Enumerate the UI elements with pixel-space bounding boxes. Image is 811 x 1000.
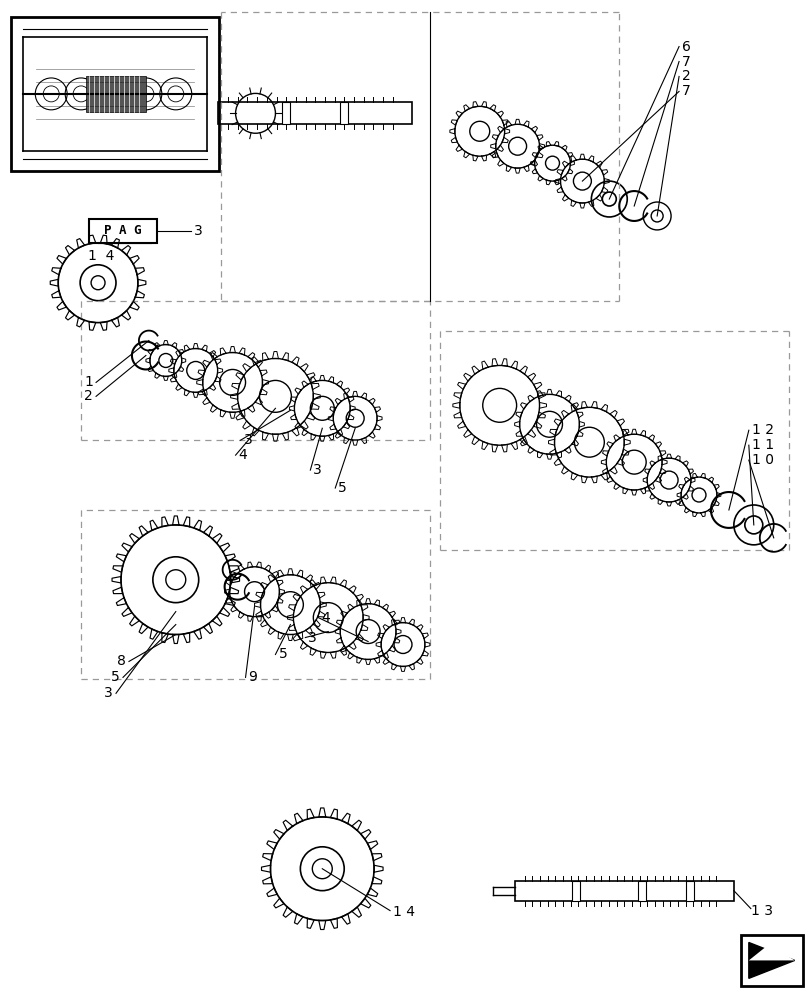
Text: 3: 3 <box>243 433 252 447</box>
Polygon shape <box>748 944 794 960</box>
Text: 5: 5 <box>278 647 287 661</box>
Text: 1 0: 1 0 <box>751 453 773 467</box>
Polygon shape <box>748 942 794 978</box>
Text: 3: 3 <box>308 631 316 645</box>
Bar <box>218 102 412 124</box>
Text: 1 4: 1 4 <box>393 905 414 919</box>
Text: 1 3: 1 3 <box>750 904 772 918</box>
Text: 4: 4 <box>238 448 247 462</box>
Text: 4: 4 <box>321 611 329 625</box>
Text: 2: 2 <box>681 69 690 83</box>
Text: 1: 1 <box>84 375 93 389</box>
Text: 3: 3 <box>194 224 202 238</box>
Text: 1  4: 1 4 <box>88 249 114 263</box>
Bar <box>637 881 645 901</box>
Text: 5: 5 <box>338 481 346 495</box>
Text: 2: 2 <box>84 389 93 403</box>
Text: P A G: P A G <box>104 224 142 237</box>
Bar <box>340 102 348 124</box>
Text: 6: 6 <box>681 40 690 54</box>
Bar <box>11 17 218 171</box>
Text: 7: 7 <box>681 84 690 98</box>
Text: 1 2: 1 2 <box>751 423 773 437</box>
Text: 8: 8 <box>117 654 126 668</box>
Text: 5: 5 <box>111 670 120 684</box>
Bar <box>282 102 290 124</box>
Bar <box>86 76 146 112</box>
Bar <box>514 881 733 901</box>
Text: 3: 3 <box>313 463 322 477</box>
Text: 1 1: 1 1 <box>751 438 773 452</box>
Text: 9: 9 <box>248 670 257 684</box>
Bar <box>89 219 157 243</box>
Text: 7: 7 <box>681 55 690 69</box>
Text: 3: 3 <box>104 686 113 700</box>
Bar <box>685 881 693 901</box>
Bar <box>740 935 801 986</box>
Bar <box>571 881 579 901</box>
